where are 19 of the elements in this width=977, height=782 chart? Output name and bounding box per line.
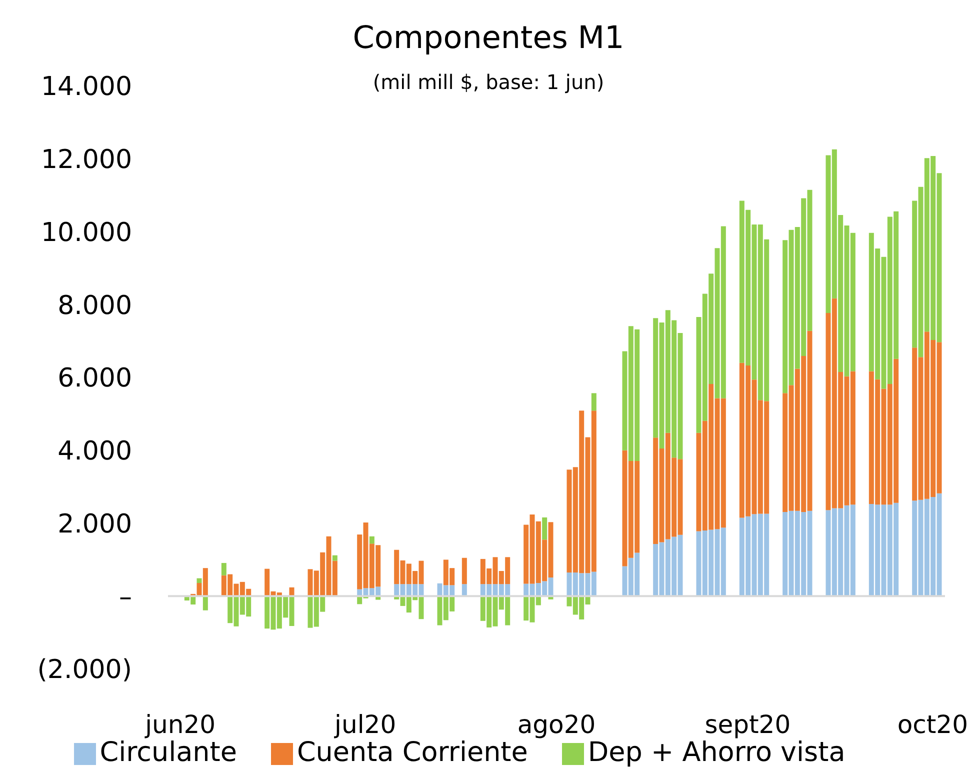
y-tick-label: 8.000 — [58, 290, 132, 321]
legend-label: Dep + Ahorro vista — [588, 737, 846, 768]
y-tick-label: 14.000 — [41, 72, 132, 102]
y-tick-label: 12.000 — [41, 145, 132, 176]
legend-label: Circulante — [100, 737, 237, 768]
y-tick-label: 6.000 — [58, 364, 132, 394]
y-tick-label: – — [119, 582, 132, 612]
legend-label: Cuenta Corriente — [296, 737, 528, 768]
chart-title: Componentes M1 — [352, 20, 626, 56]
y-tick-label: (2.000) — [37, 655, 132, 686]
x-tick-label: oct20 — [897, 710, 968, 739]
y-tick-label: 2.000 — [58, 509, 132, 540]
y-tick-label: 4.000 — [58, 436, 132, 467]
x-tick-label: jul20 — [334, 710, 396, 739]
y-tick-label: 10.000 — [41, 218, 132, 248]
x-tick-label: jun20 — [144, 710, 216, 739]
x-tick-label: sept20 — [704, 710, 791, 739]
x-tick-label: ago20 — [517, 710, 596, 739]
chart-subtitle: (mil mill $, base: 1 jun) — [372, 70, 604, 94]
